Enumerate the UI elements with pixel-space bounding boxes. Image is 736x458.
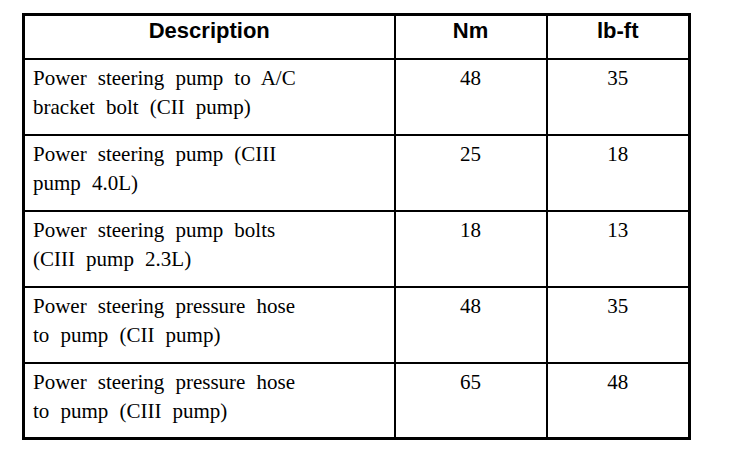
table-header-row: Description Nm lb-ft: [24, 15, 690, 59]
column-header-lbft: lb-ft: [547, 15, 690, 59]
description-line: to pump (CIII pump): [33, 397, 384, 426]
description-line: Power steering pressure hose: [33, 368, 384, 397]
cell-lbft-value: 13: [547, 211, 690, 287]
cell-nm-value: 18: [395, 211, 547, 287]
description-line: Power steering pump to A/C: [33, 64, 384, 93]
description-line: to pump (CII pump): [33, 321, 384, 350]
cell-description: Power steering pump (CIII pump 4.0L): [24, 135, 395, 211]
cell-description: Power steering pressure hose to pump (CI…: [24, 287, 395, 363]
cell-nm-value: 65: [395, 363, 547, 439]
description-line: bracket bolt (CII pump): [33, 93, 384, 122]
table-row: Power steering pressure hose to pump (CI…: [24, 287, 690, 363]
column-header-description: Description: [24, 15, 395, 59]
cell-description: Power steering pressure hose to pump (CI…: [24, 363, 395, 439]
table-row: Power steering pump bolts (CIII pump 2.3…: [24, 211, 690, 287]
cell-lbft-value: 35: [547, 287, 690, 363]
description-line: pump 4.0L): [33, 169, 384, 198]
cell-description: Power steering pump bolts (CIII pump 2.3…: [24, 211, 395, 287]
cell-nm-value: 48: [395, 59, 547, 135]
cell-lbft-value: 35: [547, 59, 690, 135]
cell-nm-value: 25: [395, 135, 547, 211]
cell-nm-value: 48: [395, 287, 547, 363]
description-line: Power steering pump bolts: [33, 216, 384, 245]
description-line: Power steering pump (CIII: [33, 140, 384, 169]
cell-lbft-value: 48: [547, 363, 690, 439]
cell-description: Power steering pump to A/C bracket bolt …: [24, 59, 395, 135]
table-row: Power steering pump (CIII pump 4.0L) 25 …: [24, 135, 690, 211]
description-line: (CIII pump 2.3L): [33, 245, 384, 274]
column-header-nm: Nm: [395, 15, 547, 59]
description-line: Power steering pressure hose: [33, 292, 384, 321]
cell-lbft-value: 18: [547, 135, 690, 211]
table-row: Power steering pump to A/C bracket bolt …: [24, 59, 690, 135]
document-page: Description Nm lb-ft Power steering pump…: [0, 0, 736, 458]
table-row: Power steering pressure hose to pump (CI…: [24, 363, 690, 439]
torque-spec-table: Description Nm lb-ft Power steering pump…: [22, 13, 691, 440]
